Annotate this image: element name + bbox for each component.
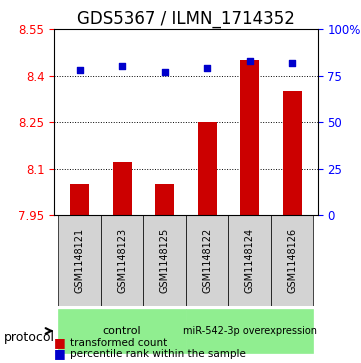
Bar — [240, 60, 259, 215]
Text: GSM1148121: GSM1148121 — [75, 228, 84, 293]
FancyBboxPatch shape — [271, 215, 313, 306]
FancyBboxPatch shape — [143, 215, 186, 306]
Text: GSM1148125: GSM1148125 — [160, 228, 170, 293]
FancyBboxPatch shape — [229, 215, 271, 306]
Text: GSM1148123: GSM1148123 — [117, 228, 127, 293]
FancyBboxPatch shape — [186, 309, 313, 353]
Bar — [70, 184, 89, 215]
Text: protocol: protocol — [4, 331, 55, 344]
FancyBboxPatch shape — [58, 215, 101, 306]
Point — [77, 67, 83, 73]
Point — [204, 65, 210, 71]
Text: transformed count: transformed count — [70, 338, 168, 348]
Point — [162, 69, 168, 75]
Bar — [113, 162, 132, 215]
Text: GSM1148124: GSM1148124 — [245, 228, 255, 293]
Title: GDS5367 / ILMN_1714352: GDS5367 / ILMN_1714352 — [77, 10, 295, 28]
Point — [247, 58, 253, 64]
Text: GSM1148122: GSM1148122 — [202, 228, 212, 293]
FancyBboxPatch shape — [58, 309, 186, 353]
FancyBboxPatch shape — [186, 215, 229, 306]
Text: percentile rank within the sample: percentile rank within the sample — [70, 349, 246, 359]
Text: GSM1148126: GSM1148126 — [287, 228, 297, 293]
Text: miR-542-3p overexpression: miR-542-3p overexpression — [183, 326, 317, 336]
Bar — [283, 91, 302, 215]
FancyBboxPatch shape — [101, 215, 143, 306]
Text: control: control — [103, 326, 142, 336]
Point — [289, 60, 295, 65]
Text: ■: ■ — [54, 347, 66, 360]
Text: ■: ■ — [54, 337, 66, 350]
Bar — [197, 122, 217, 215]
Bar — [155, 184, 174, 215]
Point — [119, 64, 125, 69]
